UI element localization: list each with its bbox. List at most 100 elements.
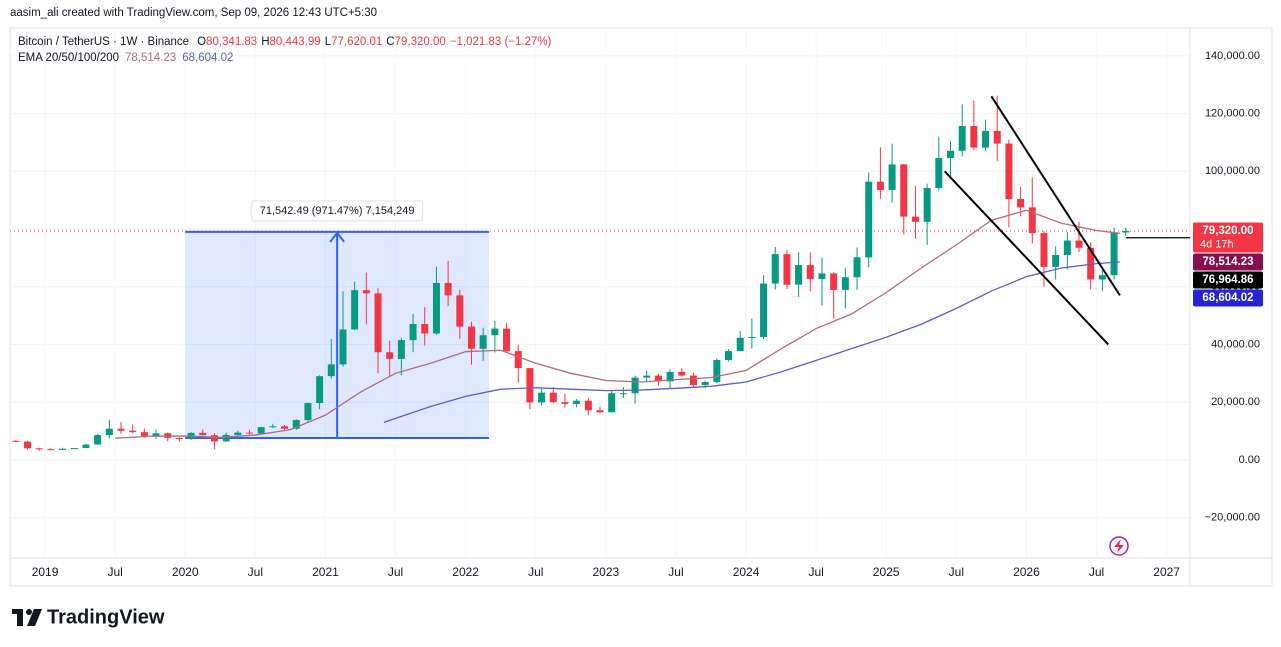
legend-indicator: EMA 20/50/100/200 [18,52,119,64]
candle-body [1122,230,1130,233]
ema-line [115,209,1120,439]
measure-label: 71,542.49 (971.47%) 7,154,249 [260,205,415,217]
logo [12,609,42,626]
candle-body [678,371,686,376]
candle-body [1098,275,1106,280]
candle-body [584,400,592,411]
candle-body [841,277,849,290]
chart-frame [9,27,1273,587]
x-tick-label: Jul [949,565,964,579]
candle-body [397,340,405,359]
candle-body [479,335,487,349]
legend-ohlc-value: 77,620.01 [331,36,382,48]
candle-body [643,375,651,378]
candle-body [152,433,160,436]
candle-body [491,328,499,336]
candle-body [105,428,113,436]
candle-body [1028,207,1036,234]
legend-ohlc-key: O [197,36,206,48]
candle-body [59,448,67,450]
y-tick-label: 140,000.00 [1205,50,1260,62]
price-tag-label: 78,514.23 [1202,256,1253,268]
price-tag [1193,253,1263,271]
measure-label-box [251,200,424,222]
candle-body [608,393,616,413]
candle-body [514,351,522,369]
candle-body [806,265,814,279]
candle-body [935,158,943,189]
candle-body [257,427,265,434]
icon-bolt [1114,539,1124,553]
candle-body [12,440,20,442]
legend-ohlc-value: 79,320.00 [395,36,446,48]
candle-body [795,265,803,285]
candle-body [327,364,335,377]
candle-body [1005,143,1013,200]
candle-body [351,290,359,330]
legend-indicator-value: 78,514.23 [125,52,176,64]
candle-body [982,130,990,148]
logo-mark [17,609,23,626]
candle-body [246,432,254,434]
credit: aasim_ali created with TradingView.com, … [10,7,377,19]
candle-body [362,290,370,294]
logo-mark [27,609,42,626]
candle-body [222,434,230,442]
brand: TradingView [47,606,165,628]
candle-body [269,426,277,428]
candle-body [701,381,709,386]
candle-body [876,181,884,191]
x-tick-label: Jul [808,565,823,579]
measure-arrowhead [329,231,345,243]
candle-body [561,402,569,404]
candle-body [1087,247,1095,280]
x-tick-label: Jul [388,565,403,579]
price-tag-label: 76,964.86 [1202,274,1253,286]
price-tag-label: 68,604.02 [1202,292,1253,304]
x-tick-label: 2026 [1013,565,1040,579]
legend-ohlc-value: 80,443.99 [270,36,321,48]
candle-body [304,403,312,421]
candle-body [1110,232,1118,276]
candle-body [140,432,148,436]
legend-symbol: Bitcoin / TetherUS · 1W · Binance [18,36,189,48]
candle-body [958,125,966,151]
candle-body [129,430,137,433]
candle-body [538,392,546,403]
x-tick-label: 2023 [592,565,619,579]
candle-body [783,254,791,285]
candle-body [386,352,394,359]
snapshot-icon [1109,536,1129,556]
candle-body [853,257,861,278]
candle-body [1017,199,1025,208]
y-tick-label: −20,000.00 [1205,512,1260,524]
candle-body [549,392,557,403]
logo-mark [26,609,32,615]
price-tag [1193,289,1263,307]
candle-body [573,400,581,404]
legend-ohlc-key: H [261,36,269,48]
candle-body [736,337,744,352]
legend-ohlc-value: 80,341.83 [206,36,257,48]
legend-ohlc-key: C [386,36,394,48]
candle-body [888,164,896,191]
candle-body [503,328,511,352]
candle-body [689,375,697,386]
x-tick-label: Jul [1089,565,1104,579]
candle-body [760,283,768,337]
candle-body [47,449,55,451]
x-tick-label: Jul [668,565,683,579]
candle-body [526,368,534,403]
candle-body [993,130,1001,144]
candle-body [199,432,207,436]
candle-body [1052,254,1060,267]
candle-body [970,125,978,148]
y-tick-label: 100,000.00 [1205,165,1260,177]
x-tick-label: 2020 [172,565,199,579]
x-tick-label: 2021 [312,565,339,579]
candle-body [94,435,102,445]
candle-body [830,273,838,290]
candle-body [725,351,733,361]
candle-body [117,428,125,431]
